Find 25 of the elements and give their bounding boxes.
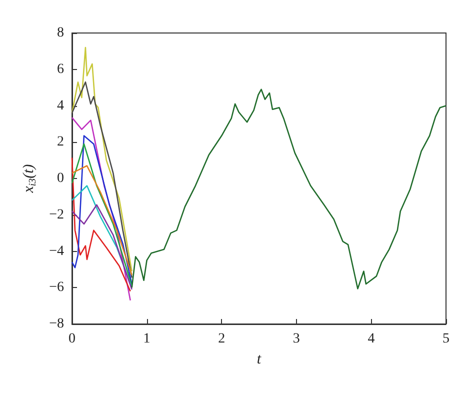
x-tick-label: 0 (68, 332, 76, 346)
y-tick-label: 2 (57, 134, 64, 150)
x-tick-label: 1 (143, 332, 150, 346)
line-series (71, 185, 132, 288)
y-tick-label: 0 (57, 171, 64, 186)
line-series (71, 204, 132, 290)
line-series (71, 157, 131, 292)
line-series (71, 46, 132, 272)
y-tick-label: −4 (49, 244, 64, 259)
line-series (131, 88, 447, 290)
line-series (71, 81, 132, 278)
x-tick-label: 3 (292, 332, 300, 346)
y-tick-label: 4 (57, 98, 64, 114)
y-tick-label: −6 (49, 280, 64, 296)
y-tick-label: −8 (49, 316, 64, 332)
x-tick-label: 2 (218, 332, 226, 346)
x-axis-title: t (256, 352, 262, 368)
y-tick-label: −2 (49, 207, 64, 222)
x-tick-label: 4 (368, 332, 375, 346)
line-series (71, 116, 131, 302)
y-tick-label: 8 (57, 26, 64, 40)
line-series (71, 165, 132, 276)
y-tick-label: 6 (57, 62, 64, 77)
x-tick-label: 5 (442, 332, 450, 346)
y-axis-title: xi3(t) (21, 164, 39, 194)
